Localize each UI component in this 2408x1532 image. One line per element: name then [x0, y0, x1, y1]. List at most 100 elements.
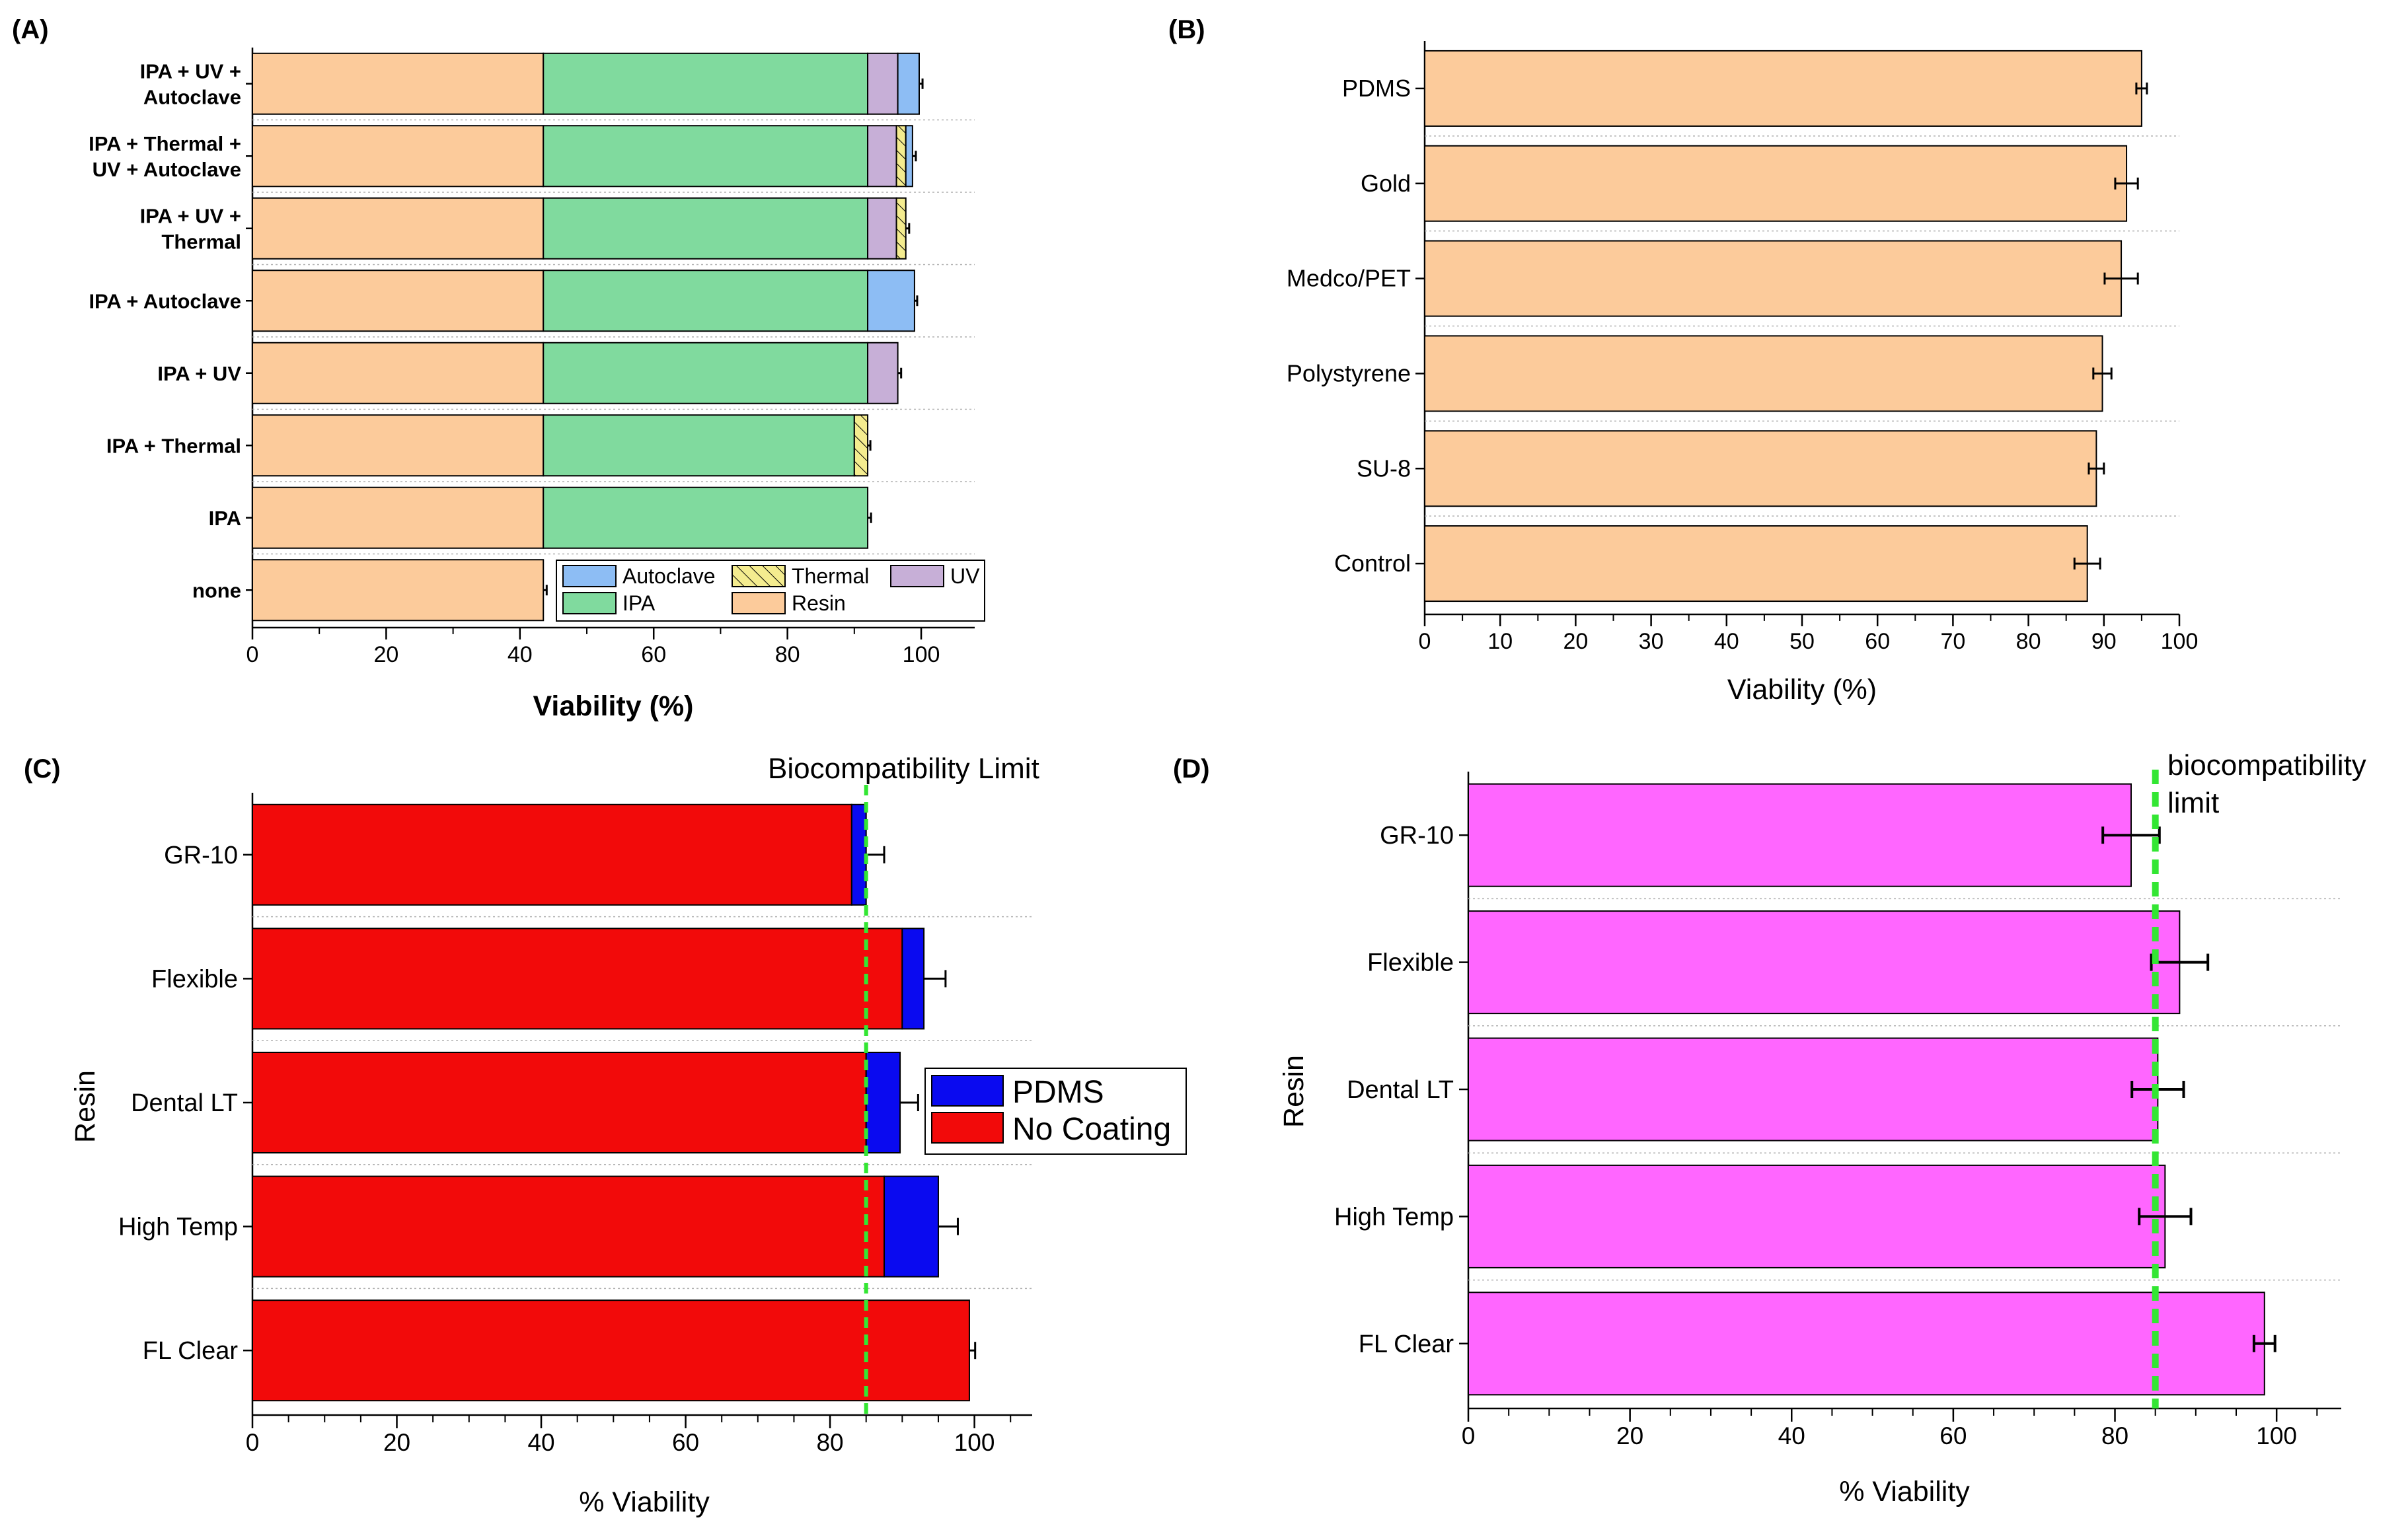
bar-segment-thermal	[895, 125, 907, 188]
bar-group-gr-10	[1468, 783, 2161, 887]
category-label: GR-10	[1380, 822, 1454, 850]
category-label: Dental LT	[1347, 1076, 1454, 1104]
biocompatibility-limit-label: Biocompatibility Limit	[768, 752, 1039, 785]
x-tick-label: 60	[1939, 1422, 1967, 1449]
x-tick-label: 0	[246, 642, 259, 667]
category-label: IPA + Thermal +	[89, 132, 241, 155]
bar-group-ipa	[252, 486, 872, 549]
x-tick-label: 20	[383, 1429, 410, 1456]
legend-swatch-resin	[732, 592, 786, 614]
category-label: IPA + Autoclave	[89, 289, 241, 312]
bar-segment-pdms	[884, 1175, 939, 1278]
legend-label-thermal: Thermal	[792, 564, 869, 588]
x-tick-label: 80	[2101, 1422, 2128, 1449]
legend-swatch-no-coating	[931, 1112, 1004, 1144]
bar-segment-thermal	[853, 414, 869, 477]
y-axis-title: Resin	[1278, 1055, 1310, 1128]
bar-segment-pdms	[901, 928, 925, 1030]
category-label: UV + Autoclave	[93, 158, 241, 181]
bar-segment-resin	[252, 486, 545, 549]
bar-group-pdms	[1424, 50, 2148, 127]
bar-segment-ipa	[543, 52, 869, 115]
panel-label-a: (A)	[12, 15, 49, 44]
x-tick-label: 100	[2161, 629, 2199, 654]
panel-label-d: (D)	[1173, 754, 1210, 784]
bar-segment-pdms	[865, 1052, 901, 1153]
bar-segment-no-coating	[252, 1175, 885, 1278]
bar-group-ipa-uv-autoclave	[252, 52, 924, 115]
category-label: Dental LT	[131, 1089, 238, 1117]
x-tick-label: 0	[1462, 1422, 1476, 1449]
bar-group-none	[252, 559, 548, 622]
bar-group-ipa-thermal	[252, 414, 872, 477]
x-tick-label: 0	[1419, 629, 1431, 654]
bar	[1468, 1292, 2265, 1396]
x-tick-label: 20	[1563, 629, 1588, 654]
x-tick-label: 30	[1639, 629, 1664, 654]
x-axis-title: Viability (%)	[533, 690, 694, 722]
legend-label-no-coating: No Coating	[1012, 1112, 1171, 1147]
category-label: SU-8	[1357, 455, 1411, 482]
bar-segment-uv	[867, 52, 899, 115]
category-label: IPA + UV +	[140, 59, 241, 83]
category-label: Thermal	[161, 230, 241, 253]
legend-label-uv: UV	[950, 564, 980, 588]
bar-group-flexible	[1468, 910, 2210, 1015]
biocompatibility-limit-label: biocompatibility	[2167, 749, 2366, 782]
bar-segment-resin	[252, 342, 545, 404]
bar-segment-resin	[252, 270, 545, 332]
x-tick-label: 80	[816, 1429, 843, 1456]
panel-a: (A) IPA + UV + Autoclave IPA + Thermal + UV …	[12, 15, 985, 722]
x-tick-label: 10	[1487, 629, 1513, 654]
legend: Autoclave Thermal UV IPA Resin	[556, 560, 985, 622]
bar	[1468, 1037, 2159, 1142]
category-label: IPA + Thermal	[106, 434, 241, 457]
bar-segment-thermal	[895, 197, 907, 260]
x-tick-label: 100	[954, 1429, 995, 1456]
bar	[1424, 430, 2097, 507]
bar-group-flexible	[252, 928, 947, 1030]
legend-label-autoclave: Autoclave	[622, 564, 716, 588]
category-label: Control	[1334, 550, 1411, 577]
x-axis-title: % Viability	[579, 1486, 710, 1518]
legend-swatch-thermal	[732, 565, 786, 587]
bar	[1424, 525, 2088, 602]
bar-group-fl-clear	[252, 1299, 977, 1402]
bar-group-su-8	[1424, 430, 2105, 507]
bar-segment-autoclave	[867, 270, 915, 332]
category-label: High Temp	[1334, 1203, 1454, 1231]
bar-segment-pdms	[850, 803, 867, 906]
x-tick-label: 20	[373, 642, 398, 667]
bar-segment-ipa	[543, 486, 869, 549]
bar-segment-no-coating	[252, 1299, 970, 1402]
legend-label-pdms: PDMS	[1012, 1075, 1104, 1110]
y-axis-title: Resin	[69, 1070, 101, 1143]
bar-group-ipa-autoclave	[252, 270, 919, 332]
panel-label-c: (C)	[24, 754, 61, 784]
category-label: IPA	[209, 507, 241, 530]
bar-segment-resin	[252, 197, 545, 260]
bar-segment-ipa	[543, 342, 869, 404]
bar-group-dental-lt	[252, 1052, 919, 1153]
bar-group-high-temp	[252, 1175, 959, 1278]
bar	[1468, 1164, 2166, 1268]
bar-group-gr-10	[252, 803, 885, 906]
bar-group-ipa-uv-thermal	[252, 197, 911, 260]
bar	[1424, 50, 2142, 127]
bar-segment-no-coating	[252, 1052, 867, 1153]
category-label: Flexible	[1367, 949, 1454, 977]
bar-group-ipa-thermal-uv-autoclave	[252, 125, 917, 188]
x-tick-label: 70	[1940, 629, 1965, 654]
panel-label-b: (B)	[1168, 15, 1205, 44]
bar	[1468, 783, 2132, 887]
category-label: FL Clear	[1359, 1331, 1454, 1358]
legend-swatch-pdms	[931, 1075, 1004, 1107]
x-tick-label: 40	[1778, 1422, 1805, 1449]
bar-segment-ipa	[543, 197, 869, 260]
bar-segment-resin	[252, 414, 545, 477]
bar-segment-no-coating	[252, 928, 903, 1030]
category-label: GR-10	[164, 842, 238, 869]
x-tick-label: 40	[1714, 629, 1739, 654]
panel-d: (D) GR-10 Flexible Dental LT High Temp FL Cle…	[1173, 749, 2366, 1508]
category-label: Flexible	[151, 965, 238, 993]
